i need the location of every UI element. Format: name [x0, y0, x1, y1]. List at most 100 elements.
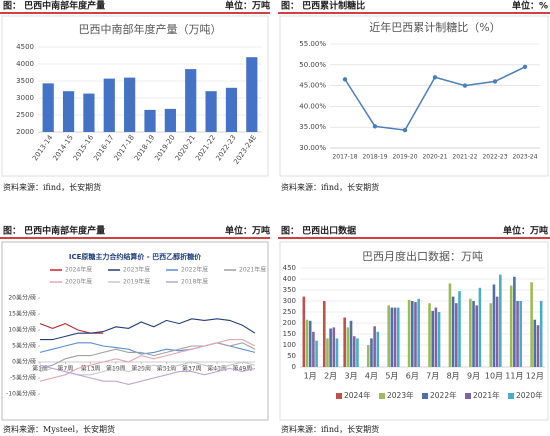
- chart-title: 巴西月度出口数据：万吨: [362, 249, 483, 263]
- panel-caption: 图： 巴西中南部年度产量: [3, 225, 105, 237]
- point: [372, 124, 378, 129]
- bar: [42, 83, 54, 132]
- bar: [492, 284, 496, 367]
- bar: [469, 298, 472, 367]
- bar: [326, 338, 329, 367]
- bar: [205, 91, 217, 132]
- bar: [308, 320, 312, 367]
- x-tick-label: 2023-24: [512, 154, 537, 161]
- y-tick-label: 4500: [16, 43, 34, 51]
- x-tick-label: 7月: [426, 372, 439, 381]
- legend-label: 2021年: [473, 390, 500, 400]
- bar: [407, 299, 411, 367]
- legend-swatch: [422, 393, 428, 399]
- legend-label: 2019年度: [123, 278, 150, 286]
- bar: [343, 317, 346, 367]
- bar: [478, 287, 482, 367]
- bar: [513, 276, 516, 367]
- bar: [376, 331, 380, 367]
- bar: [315, 340, 318, 367]
- y-tick-label: 350: [283, 286, 296, 294]
- x-tick-label: 第37周: [182, 365, 202, 373]
- bar: [448, 283, 452, 367]
- x-tick-label: 第13周: [81, 365, 101, 373]
- panel-source: 资料来源：Mysteel，长安期货: [3, 424, 115, 434]
- y-tick-label: 45.00%: [299, 82, 326, 90]
- legend-label: 2020年度: [65, 278, 92, 286]
- bar: [390, 307, 394, 367]
- chart-frame: [1, 241, 269, 421]
- x-tick-label: 4月: [365, 372, 378, 381]
- panel-caption: 图： 巴西中南部年度产量: [3, 0, 105, 12]
- y-tick-label: 3500: [16, 77, 34, 85]
- point: [342, 77, 348, 82]
- y-tick-label: -5美分/磅: [10, 374, 36, 382]
- bar: [352, 336, 356, 367]
- legend-label: 2023年: [387, 390, 414, 400]
- x-tick-label: 第1周: [32, 365, 48, 373]
- y-tick-label: 50.00%: [299, 61, 326, 69]
- point: [522, 64, 528, 70]
- bar: [455, 303, 458, 367]
- panel-source: 资料来源：ifind，长安期货: [281, 424, 379, 434]
- x-tick-label: 10月: [485, 372, 503, 381]
- bar: [499, 274, 502, 367]
- x-tick-label: 6月: [406, 372, 419, 381]
- y-tick-label: 55.00%: [299, 40, 326, 48]
- bar: [356, 338, 359, 367]
- y-tick-label: 30.00%: [299, 144, 326, 152]
- bar: [346, 327, 350, 367]
- legend-label: 2018年度: [181, 278, 208, 286]
- x-tick-label: 第49周: [233, 365, 253, 373]
- legend-swatch: [379, 393, 385, 399]
- legend-label: 2020年: [516, 390, 543, 400]
- y-tick-label: 15美分/磅: [8, 310, 36, 318]
- y-tick-label: 5美分/磅: [12, 342, 36, 350]
- legend-label: 2023年度: [123, 266, 150, 274]
- x-tick-label: 9月: [467, 372, 480, 381]
- bar: [164, 108, 176, 132]
- chart-title: ICE原糖主力合约结算价 - 巴西乙醇折糖价: [69, 252, 202, 261]
- y-tick-label: 35.00%: [299, 123, 326, 131]
- bar: [428, 303, 431, 367]
- bar: [305, 319, 309, 367]
- y-tick-label: 250: [283, 308, 296, 316]
- line: [39, 342, 256, 369]
- bar: [472, 301, 475, 367]
- panel-source: 资料来源：ifind，长安期货: [3, 182, 101, 192]
- bar: [62, 91, 75, 132]
- y-tick-label: 0: [292, 363, 296, 371]
- bar: [370, 338, 373, 367]
- bar: [451, 296, 455, 367]
- bar: [516, 301, 519, 367]
- bar: [434, 307, 438, 367]
- bar: [530, 282, 533, 367]
- panel-caption: 图： 巴西累计制糖比: [281, 0, 365, 12]
- y-tick-label: 450: [283, 264, 296, 272]
- y-tick-label: 400: [283, 275, 296, 283]
- y-tick-label: 2000: [16, 128, 34, 136]
- bar: [533, 319, 537, 367]
- point: [402, 127, 408, 133]
- bar: [103, 78, 115, 132]
- x-tick-label: 11月: [505, 372, 523, 381]
- bar: [417, 298, 420, 367]
- legend-label: 2024年: [344, 390, 371, 400]
- bar: [185, 69, 197, 132]
- bar: [332, 327, 336, 367]
- legend-label: 2022年: [430, 390, 457, 400]
- x-tick-label: 2021-22: [452, 154, 477, 161]
- bar: [489, 303, 493, 367]
- bar: [519, 301, 523, 367]
- bar: [495, 296, 499, 367]
- panel-unit: 单位：%: [512, 0, 548, 12]
- legend-label: 2021年度: [239, 266, 266, 274]
- point: [462, 83, 468, 88]
- x-tick-label: 1月: [304, 372, 317, 381]
- panel-caption: 图： 巴西出口数据: [281, 225, 356, 237]
- bar: [322, 301, 326, 367]
- bar: [393, 307, 397, 367]
- y-tick-label: 300: [283, 297, 296, 305]
- bar: [124, 77, 136, 132]
